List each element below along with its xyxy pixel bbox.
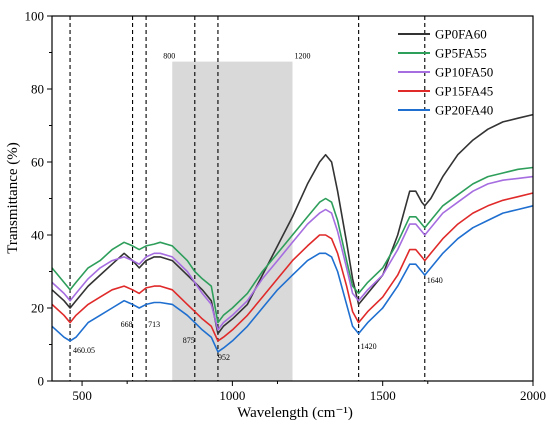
- legend-label-GP5FA55: GP5FA55: [435, 46, 487, 61]
- y-tick-label-100: 100: [25, 9, 45, 24]
- series-line-GP20FA40: [51, 205, 534, 353]
- legend-label-GP15FA45: GP15FA45: [435, 84, 493, 99]
- series-line-GP5FA55: [51, 166, 534, 324]
- x-axis-title: Wavelength (cm⁻¹): [237, 405, 353, 421]
- ref-label-713: 713: [148, 320, 160, 329]
- series-line-GP15FA45: [51, 192, 534, 342]
- y-tick-label-80: 80: [31, 82, 44, 97]
- x-tick-label-2000: 2000: [520, 388, 546, 403]
- x-tick-label-500: 500: [72, 388, 92, 403]
- shade-end-label: 1200: [295, 52, 311, 61]
- y-tick-label-60: 60: [31, 155, 44, 170]
- x-tick-label-1000: 1000: [219, 388, 245, 403]
- y-tick-label-20: 20: [31, 301, 44, 316]
- legend-label-GP20FA40: GP20FA40: [435, 103, 493, 118]
- legend-label-GP10FA50: GP10FA50: [435, 65, 493, 80]
- y-tick-label-0: 0: [38, 374, 45, 389]
- y-axis-title: Transmittance (%): [5, 142, 21, 254]
- ref-label-668: 668: [121, 320, 133, 329]
- x-tick-label-1500: 1500: [370, 388, 396, 403]
- ref-label-952: 952: [218, 353, 230, 362]
- ref-label-460.05: 460.05: [73, 346, 95, 355]
- series-line-GP10FA50: [51, 175, 534, 331]
- y-tick-label-40: 40: [31, 228, 44, 243]
- ref-label-1420: 1420: [361, 342, 377, 351]
- shade-start-label: 800: [163, 52, 175, 61]
- legend-label-GP0FA60: GP0FA60: [435, 27, 487, 42]
- ref-label-1640: 1640: [427, 276, 443, 285]
- shaded-region: [172, 61, 293, 381]
- ref-label-875: 875: [183, 336, 195, 345]
